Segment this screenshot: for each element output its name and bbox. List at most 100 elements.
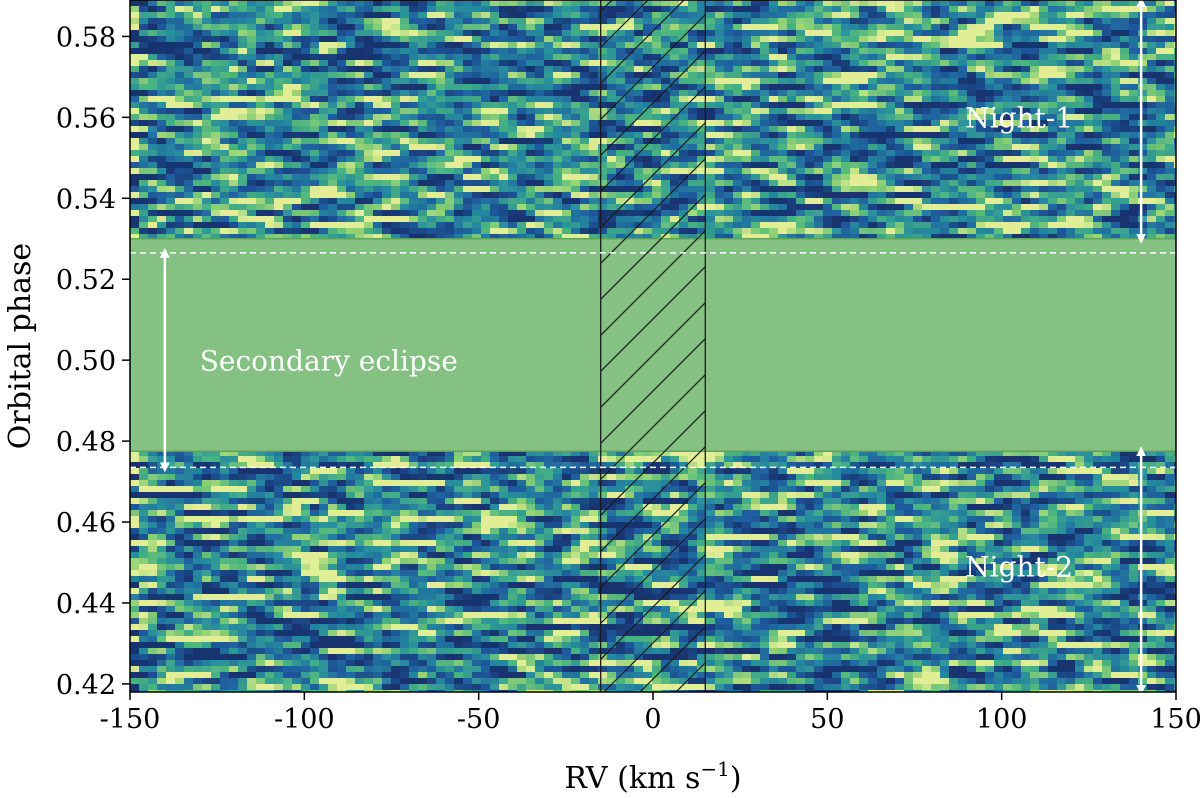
heatmap-cell [571,132,581,139]
heatmap-cell [472,234,482,241]
heatmap-cell [166,96,176,103]
heatmap-cell [202,0,212,7]
heatmap-cell [508,138,518,145]
heatmap-cell [355,36,365,43]
heatmap-cell [139,210,149,217]
heatmap-cell [436,162,446,169]
heatmap-cell [1066,198,1076,205]
heatmap-cell [904,186,914,193]
heatmap-cell [526,60,536,67]
heatmap-cell [976,186,986,193]
heatmap-cell [1003,138,1013,145]
heatmap-cell [274,174,284,181]
heatmap-cell [1021,102,1031,109]
heatmap-cell [319,0,329,7]
heatmap-cell [1138,150,1148,157]
heatmap-cell [1174,162,1176,169]
heatmap-cell [1120,144,1130,151]
heatmap-cell [1156,144,1166,151]
heatmap-cell [742,102,752,109]
heatmap-cell [229,120,239,127]
heatmap-cell [175,174,185,181]
heatmap-cell [247,198,257,205]
heatmap-cell [706,36,716,43]
heatmap-cell [301,210,311,217]
heatmap-cell [175,102,185,109]
heatmap-cell [760,30,770,37]
heatmap-cell [130,126,140,133]
heatmap-cell [130,210,140,217]
heatmap-cell [400,84,410,91]
heatmap-cell [166,222,176,229]
heatmap-cell [526,102,536,109]
heatmap-cell [841,18,851,25]
heatmap-cell [319,234,329,241]
heatmap-cell [940,90,950,97]
heatmap-cell [391,42,401,49]
heatmap-cell [544,114,554,121]
heatmap-cell [1183,60,1193,67]
heatmap-cell [508,78,518,85]
heatmap-cell [535,60,545,67]
heatmap-cell [1003,174,1013,181]
heatmap-cell [580,18,590,25]
heatmap-cell [958,198,968,205]
heatmap-cell [760,60,770,67]
heatmap-cell [742,0,752,7]
heatmap-cell [391,90,401,97]
heatmap-cell [1147,192,1157,199]
heatmap-cell [139,192,149,199]
heatmap-cell [1003,96,1013,103]
heatmap-cell [472,168,482,175]
heatmap-cell [499,180,509,187]
heatmap-cell [868,126,878,133]
heatmap-cell [193,186,203,193]
heatmap-cell [886,36,896,43]
heatmap-cell [211,234,221,241]
heatmap-cell [526,96,536,103]
heatmap-cell [283,114,293,121]
heatmap-cell [958,168,968,175]
heatmap-cell [1057,84,1067,91]
heatmap-cell [886,228,896,235]
heatmap-cell [148,54,158,61]
heatmap-cell [193,228,203,235]
heatmap-cell [859,24,869,31]
heatmap-cell [868,54,878,61]
heatmap-cell [1012,48,1022,55]
heatmap-cell [733,144,743,151]
heatmap-cell [517,192,527,199]
heatmap-cell [535,156,545,163]
heatmap-cell [391,150,401,157]
heatmap-cell [472,192,482,199]
heatmap-cell [1111,36,1121,43]
heatmap-cell [1165,66,1175,73]
heatmap-cell [940,186,950,193]
heatmap-cell [1075,102,1085,109]
heatmap-cell [1003,120,1013,127]
heatmap-cell [364,102,374,109]
heatmap-cell [337,156,347,163]
heatmap-cell [445,174,455,181]
heatmap-cell [409,126,419,133]
heatmap-cell [850,60,860,67]
heatmap-cell [292,138,302,145]
heatmap-cell [481,138,491,145]
heatmap-cell [373,216,383,223]
heatmap-cell [940,210,950,217]
heatmap-cell [130,66,140,73]
heatmap-cell [1102,54,1112,61]
heatmap-cell [787,90,797,97]
heatmap-cell [238,168,248,175]
heatmap-cell [769,234,779,241]
heatmap-cell [1048,60,1058,67]
heatmap-cell [508,192,518,199]
heatmap-cell [886,168,896,175]
heatmap-cell [193,6,203,13]
heatmap-cell [1075,168,1085,175]
heatmap-cell [580,96,590,103]
heatmap-cell [382,120,392,127]
heatmap-cell [733,216,743,223]
heatmap-cell [454,132,464,139]
heatmap-cell [283,192,293,199]
